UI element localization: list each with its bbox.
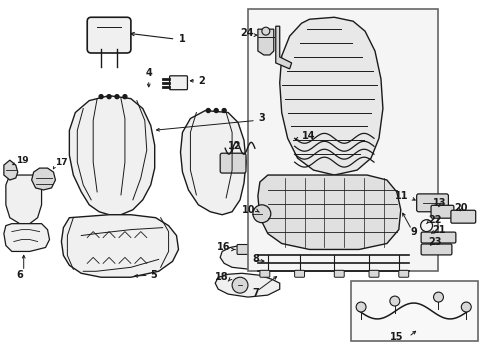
Text: 3: 3: [257, 113, 264, 123]
Circle shape: [433, 292, 443, 302]
FancyBboxPatch shape: [420, 232, 455, 243]
FancyBboxPatch shape: [169, 76, 187, 90]
Text: 14: 14: [301, 131, 314, 141]
Circle shape: [206, 109, 210, 113]
Circle shape: [99, 95, 103, 99]
Polygon shape: [275, 26, 291, 69]
Circle shape: [355, 302, 366, 312]
Polygon shape: [6, 175, 41, 224]
Text: 12: 12: [228, 141, 241, 151]
FancyBboxPatch shape: [259, 270, 269, 277]
Text: 9: 9: [410, 226, 417, 237]
Bar: [350, 281, 477, 341]
FancyBboxPatch shape: [398, 270, 408, 277]
Text: 16: 16: [216, 243, 230, 252]
Polygon shape: [4, 224, 49, 251]
Circle shape: [252, 205, 270, 223]
Polygon shape: [279, 17, 382, 175]
Text: 4: 4: [145, 68, 152, 78]
Polygon shape: [257, 175, 400, 249]
FancyBboxPatch shape: [450, 210, 475, 223]
Polygon shape: [69, 96, 154, 215]
Text: 23: 23: [427, 237, 441, 247]
FancyBboxPatch shape: [420, 244, 451, 255]
FancyBboxPatch shape: [87, 17, 131, 53]
FancyBboxPatch shape: [430, 205, 453, 218]
Circle shape: [389, 296, 399, 306]
Text: 10: 10: [242, 205, 255, 215]
Polygon shape: [215, 273, 279, 297]
Polygon shape: [257, 29, 273, 55]
FancyBboxPatch shape: [237, 244, 250, 255]
Polygon shape: [220, 246, 277, 269]
Text: 22: 22: [427, 215, 441, 225]
Polygon shape: [180, 111, 245, 215]
Text: 8: 8: [251, 255, 258, 264]
FancyBboxPatch shape: [416, 194, 447, 212]
FancyBboxPatch shape: [220, 153, 245, 173]
Bar: [247, 9, 438, 271]
Circle shape: [222, 109, 225, 113]
Text: 24: 24: [240, 28, 253, 38]
Text: 5: 5: [150, 270, 157, 280]
Text: 11: 11: [394, 191, 408, 201]
Text: 7: 7: [251, 288, 258, 298]
Text: 2: 2: [198, 76, 204, 86]
Circle shape: [214, 109, 218, 113]
Text: 6: 6: [16, 270, 23, 280]
Circle shape: [232, 277, 247, 293]
Text: 17: 17: [55, 158, 68, 167]
Text: 13: 13: [432, 198, 445, 208]
Polygon shape: [4, 160, 18, 180]
Polygon shape: [32, 168, 55, 190]
FancyBboxPatch shape: [277, 138, 301, 156]
Circle shape: [262, 27, 269, 35]
Circle shape: [115, 95, 119, 99]
Polygon shape: [61, 215, 178, 277]
Text: 18: 18: [214, 272, 228, 282]
Circle shape: [122, 95, 127, 99]
FancyBboxPatch shape: [334, 270, 344, 277]
Text: 20: 20: [453, 203, 467, 213]
Text: 19: 19: [16, 156, 28, 165]
Circle shape: [460, 302, 470, 312]
Circle shape: [107, 95, 111, 99]
FancyBboxPatch shape: [294, 270, 304, 277]
FancyBboxPatch shape: [368, 270, 378, 277]
Text: 1: 1: [178, 34, 185, 44]
Text: 15: 15: [389, 332, 403, 342]
Text: 21: 21: [432, 225, 445, 235]
